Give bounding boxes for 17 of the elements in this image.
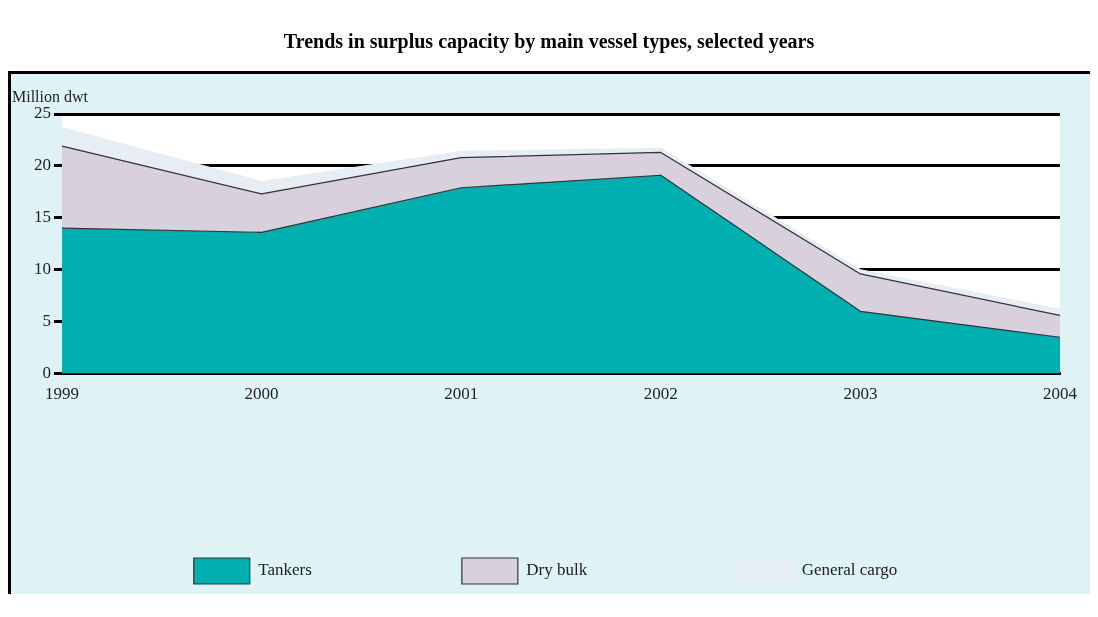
x-tick-label: 2003 xyxy=(843,384,878,404)
x-tick-label: 1999 xyxy=(45,384,79,404)
y-tick-label: 25 xyxy=(34,103,51,123)
y-tick-label: 5 xyxy=(42,311,51,331)
x-tick-label: 2002 xyxy=(643,384,678,404)
legend-label: Dry bulk xyxy=(526,560,588,580)
y-axis-title: Million dwt xyxy=(12,88,89,106)
y-tick-label: 20 xyxy=(34,155,51,175)
y-tick-label: 10 xyxy=(34,259,51,279)
legend-label: Tankers xyxy=(258,560,312,580)
x-tick-label: 2001 xyxy=(444,384,479,404)
x-tick-label: 2004 xyxy=(1043,384,1078,404)
legend-label: General cargo xyxy=(801,560,898,580)
chart-title: Trends in surplus capacity by main vessel types, selected years xyxy=(282,29,816,55)
x-tick-label: 2000 xyxy=(244,384,279,404)
y-tick-label: 0 xyxy=(42,363,51,383)
y-tick-label: 15 xyxy=(34,207,51,227)
